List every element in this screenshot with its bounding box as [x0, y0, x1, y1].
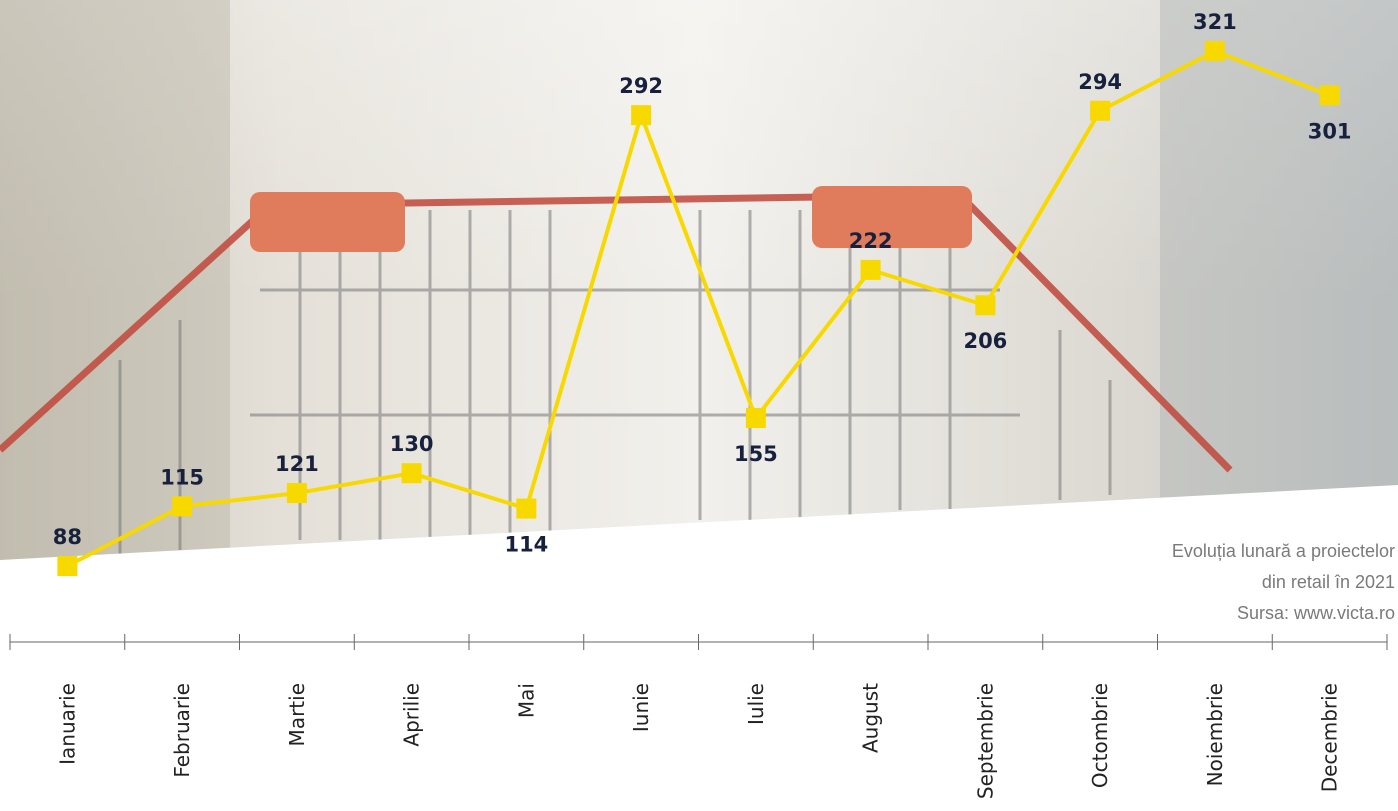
- x-tick-label: August: [859, 683, 883, 753]
- point: [287, 483, 307, 503]
- value-label: 321: [1193, 10, 1237, 34]
- value-label: 121: [275, 452, 319, 476]
- point: [516, 499, 536, 519]
- point: [1090, 101, 1110, 121]
- point: [1320, 85, 1340, 105]
- point: [1205, 41, 1225, 61]
- x-tick-label: Martie: [285, 683, 309, 746]
- x-tick-label: Ianuarie: [55, 683, 79, 765]
- x-tick-label: Octombrie: [1088, 683, 1112, 788]
- chart: Ianuarie Februarie Martie Aprilie Mai Iunie Iu…: [0, 0, 1398, 811]
- value-label: 130: [390, 432, 434, 456]
- x-tick-label: Iunie: [629, 683, 653, 732]
- x-tick-label: Septembrie: [973, 683, 997, 799]
- x-tick-label: Iulie: [744, 683, 768, 725]
- point: [746, 408, 766, 428]
- caption: Evoluția lunară a proiectelor: [1172, 541, 1395, 561]
- caption: din retail în 2021: [1262, 572, 1395, 592]
- value-label: 294: [1078, 70, 1122, 94]
- value-label: 115: [160, 465, 204, 489]
- value-label: 301: [1308, 119, 1352, 143]
- background-photo: [0, 0, 1398, 811]
- caption: Sursa: www.victa.ro: [1237, 603, 1395, 623]
- point: [172, 496, 192, 516]
- value-label: 88: [53, 525, 82, 549]
- x-tick-label: Decembrie: [1318, 683, 1342, 792]
- x-tick-label: Aprilie: [400, 683, 424, 747]
- value-label: 292: [619, 74, 663, 98]
- point: [631, 105, 651, 125]
- x-tick-label: Noiembrie: [1203, 683, 1227, 786]
- value-label: 222: [849, 229, 893, 253]
- x-tick-label: Februarie: [170, 683, 194, 778]
- point: [975, 295, 995, 315]
- value-label: 155: [734, 442, 778, 466]
- value-label: 114: [504, 533, 548, 557]
- point: [861, 260, 881, 280]
- value-label: 206: [963, 329, 1007, 353]
- point: [402, 463, 422, 483]
- point: [57, 556, 77, 576]
- x-tick-label: Mai: [514, 683, 538, 718]
